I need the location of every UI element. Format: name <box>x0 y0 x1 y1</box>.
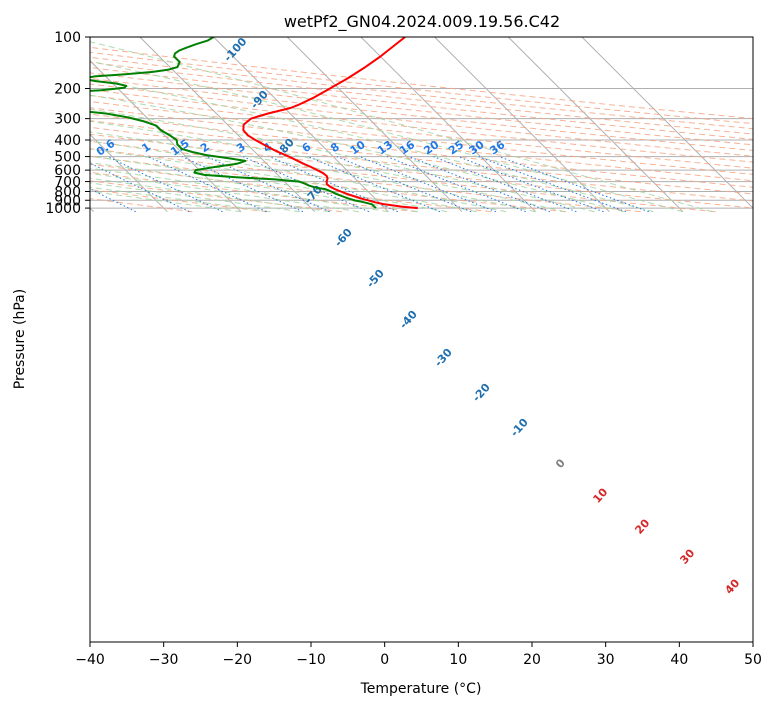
moist-adiabat-line <box>90 173 359 213</box>
chart-title: wetPf2_GN04.2024.009.19.56.C42 <box>284 12 560 32</box>
dry-adiabat-line <box>90 155 567 213</box>
y-tick-label: 900 <box>54 193 81 209</box>
mixing-ratio-line <box>90 162 190 213</box>
x-tick-label: 20 <box>523 652 541 668</box>
mixing-ratio-line <box>359 156 497 213</box>
y-tick-label: 600 <box>54 163 81 179</box>
mixing-ratio-lines <box>90 156 649 213</box>
x-tick-label: 30 <box>597 652 615 668</box>
dry-adiabat-line <box>90 120 753 195</box>
mixing-ratio-line <box>478 156 627 213</box>
moist-adiabat-line <box>90 120 566 213</box>
y-tick-label: 500 <box>54 150 81 166</box>
mixing-ratio-line <box>457 156 604 213</box>
mixing-ratio-line <box>499 156 649 213</box>
x-tick-label: 0 <box>380 652 389 668</box>
profile-series <box>90 37 418 210</box>
moist-adiabat-line <box>90 140 507 213</box>
isotherm-line <box>213 37 389 213</box>
moist-adiabat-line <box>90 190 242 213</box>
x-tick-label: 50 <box>744 652 762 668</box>
mixing-ratio-line <box>107 156 223 213</box>
dry-adiabat-line <box>90 163 492 213</box>
isotherm-line <box>139 37 315 213</box>
isotherm-line <box>434 37 610 213</box>
moist-adiabat-line <box>90 162 418 213</box>
x-tick-label: −20 <box>223 652 253 668</box>
mixing-ratio-line <box>269 156 398 213</box>
y-tick-label: 1000 <box>45 201 81 217</box>
x-tick-label: −30 <box>149 652 179 668</box>
y-tick-label: 100 <box>54 30 81 46</box>
y-tick-label: 400 <box>54 133 81 149</box>
dry-adiabat-line <box>90 133 753 209</box>
x-tick-label: −10 <box>296 652 326 668</box>
isotherm-line <box>581 37 753 209</box>
moist-adiabat-line <box>90 94 625 213</box>
x-tick-label: 10 <box>449 652 467 668</box>
moist-adiabat-line <box>90 41 713 213</box>
dry-adiabat-line <box>90 61 753 135</box>
mixing-ratio-line <box>206 156 330 213</box>
moist-adiabat-line <box>90 177 330 213</box>
x-tick-label: 40 <box>670 652 688 668</box>
y-tick-label: 300 <box>54 112 81 128</box>
x-axis-ticks: −40 −30 −20 −10 0 10 20 30 40 50 <box>75 642 762 668</box>
y-tick-label: 200 <box>54 82 81 98</box>
dry-adiabat-line <box>90 198 193 213</box>
plot-frame <box>89 36 754 643</box>
isotherm-line <box>90 133 168 213</box>
y-axis-label: Pressure (hPa) <box>12 289 28 389</box>
y-tick-label: 800 <box>54 185 81 201</box>
moist-adiabat-line <box>90 60 684 213</box>
mixing-ratio-line <box>181 156 304 213</box>
plot-area: 0.10.20.40.611.52346810131620253036-100-… <box>90 37 753 597</box>
dry-adiabat-line <box>90 51 753 125</box>
profile-line <box>90 37 377 209</box>
mixing-ratio-line <box>409 156 551 213</box>
profile-line <box>242 37 418 210</box>
y-tick-label: 700 <box>54 175 81 191</box>
dry-adiabat-line <box>90 100 753 175</box>
mixing-ratio-line <box>148 156 267 213</box>
dry-adiabat-line <box>90 95 753 169</box>
dry-adiabat-line <box>90 72 753 146</box>
dry-adiabat-line <box>90 113 753 188</box>
dry-adiabat-line <box>90 148 641 213</box>
moist-adiabat-line <box>90 155 448 213</box>
x-axis-label: Temperature (°C) <box>360 681 482 697</box>
mixing-ratio-line <box>336 156 472 213</box>
isotherm-line <box>507 37 684 213</box>
dry-adiabat-line <box>90 126 753 202</box>
mixing-ratio-line <box>242 156 370 213</box>
moist-adiabat-line <box>90 78 654 213</box>
moist-adiabat-line <box>90 108 595 213</box>
x-tick-label: −40 <box>75 652 105 668</box>
